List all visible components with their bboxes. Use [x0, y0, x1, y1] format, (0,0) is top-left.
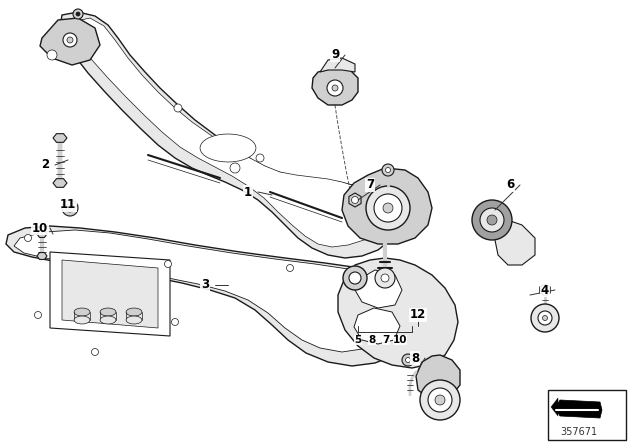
Polygon shape [355, 270, 402, 308]
Circle shape [420, 380, 460, 420]
Text: 1: 1 [244, 185, 252, 198]
Polygon shape [53, 134, 67, 142]
Polygon shape [312, 68, 358, 105]
Circle shape [349, 272, 361, 284]
Circle shape [385, 168, 390, 172]
Circle shape [62, 200, 78, 216]
Polygon shape [37, 253, 47, 259]
Circle shape [428, 388, 452, 412]
Circle shape [406, 358, 410, 362]
Text: 3: 3 [201, 279, 209, 292]
Polygon shape [349, 193, 361, 207]
Circle shape [256, 154, 264, 162]
Polygon shape [320, 58, 355, 72]
Text: 2: 2 [41, 159, 49, 172]
Circle shape [343, 266, 367, 290]
Circle shape [351, 197, 358, 203]
Text: 6: 6 [506, 178, 514, 191]
Text: 9: 9 [331, 48, 339, 61]
Circle shape [67, 37, 73, 43]
Circle shape [327, 80, 343, 96]
Circle shape [63, 33, 77, 47]
Circle shape [374, 194, 402, 222]
Circle shape [66, 204, 74, 212]
Polygon shape [540, 284, 550, 296]
Polygon shape [74, 316, 90, 324]
Bar [548, 390, 626, 440]
Circle shape [435, 395, 445, 405]
Circle shape [538, 311, 552, 325]
Circle shape [383, 203, 393, 213]
Polygon shape [62, 260, 158, 328]
Polygon shape [50, 252, 170, 336]
Polygon shape [555, 400, 602, 418]
Circle shape [287, 264, 294, 271]
Circle shape [35, 311, 42, 319]
Polygon shape [14, 230, 394, 352]
Circle shape [472, 200, 512, 240]
Circle shape [487, 215, 497, 225]
Text: 4: 4 [541, 284, 549, 297]
Text: 8: 8 [411, 352, 419, 365]
Circle shape [68, 207, 72, 210]
Polygon shape [40, 18, 100, 65]
Text: 357671: 357671 [560, 427, 597, 437]
Polygon shape [37, 231, 47, 237]
Polygon shape [126, 316, 142, 324]
Circle shape [382, 164, 394, 176]
Polygon shape [416, 355, 460, 400]
Text: 12: 12 [410, 309, 426, 322]
Polygon shape [60, 12, 398, 258]
Circle shape [73, 9, 83, 19]
Polygon shape [200, 134, 256, 162]
Polygon shape [70, 18, 383, 247]
Circle shape [543, 315, 547, 320]
Polygon shape [100, 316, 116, 324]
Polygon shape [6, 226, 413, 366]
Polygon shape [74, 308, 90, 316]
Circle shape [480, 208, 504, 232]
Text: 10: 10 [32, 221, 48, 234]
Polygon shape [354, 308, 400, 344]
Polygon shape [551, 398, 558, 416]
Text: 10: 10 [393, 335, 407, 345]
Circle shape [76, 12, 80, 16]
Circle shape [92, 349, 99, 356]
Circle shape [24, 234, 31, 241]
Circle shape [172, 319, 179, 326]
Text: 7: 7 [382, 335, 390, 345]
Text: 5: 5 [355, 335, 362, 345]
Circle shape [381, 274, 389, 282]
Circle shape [47, 50, 57, 60]
Text: 7: 7 [366, 178, 374, 191]
Circle shape [402, 354, 414, 366]
Polygon shape [53, 179, 67, 187]
Polygon shape [495, 218, 535, 265]
Circle shape [164, 260, 172, 267]
Text: 11: 11 [60, 198, 76, 211]
Polygon shape [342, 168, 432, 244]
Circle shape [174, 104, 182, 112]
Circle shape [230, 163, 240, 173]
Polygon shape [338, 258, 458, 368]
Polygon shape [100, 308, 116, 316]
Circle shape [332, 85, 338, 91]
Polygon shape [126, 308, 142, 316]
Circle shape [366, 186, 410, 230]
Text: 8: 8 [369, 335, 376, 345]
Circle shape [531, 304, 559, 332]
Circle shape [375, 268, 395, 288]
